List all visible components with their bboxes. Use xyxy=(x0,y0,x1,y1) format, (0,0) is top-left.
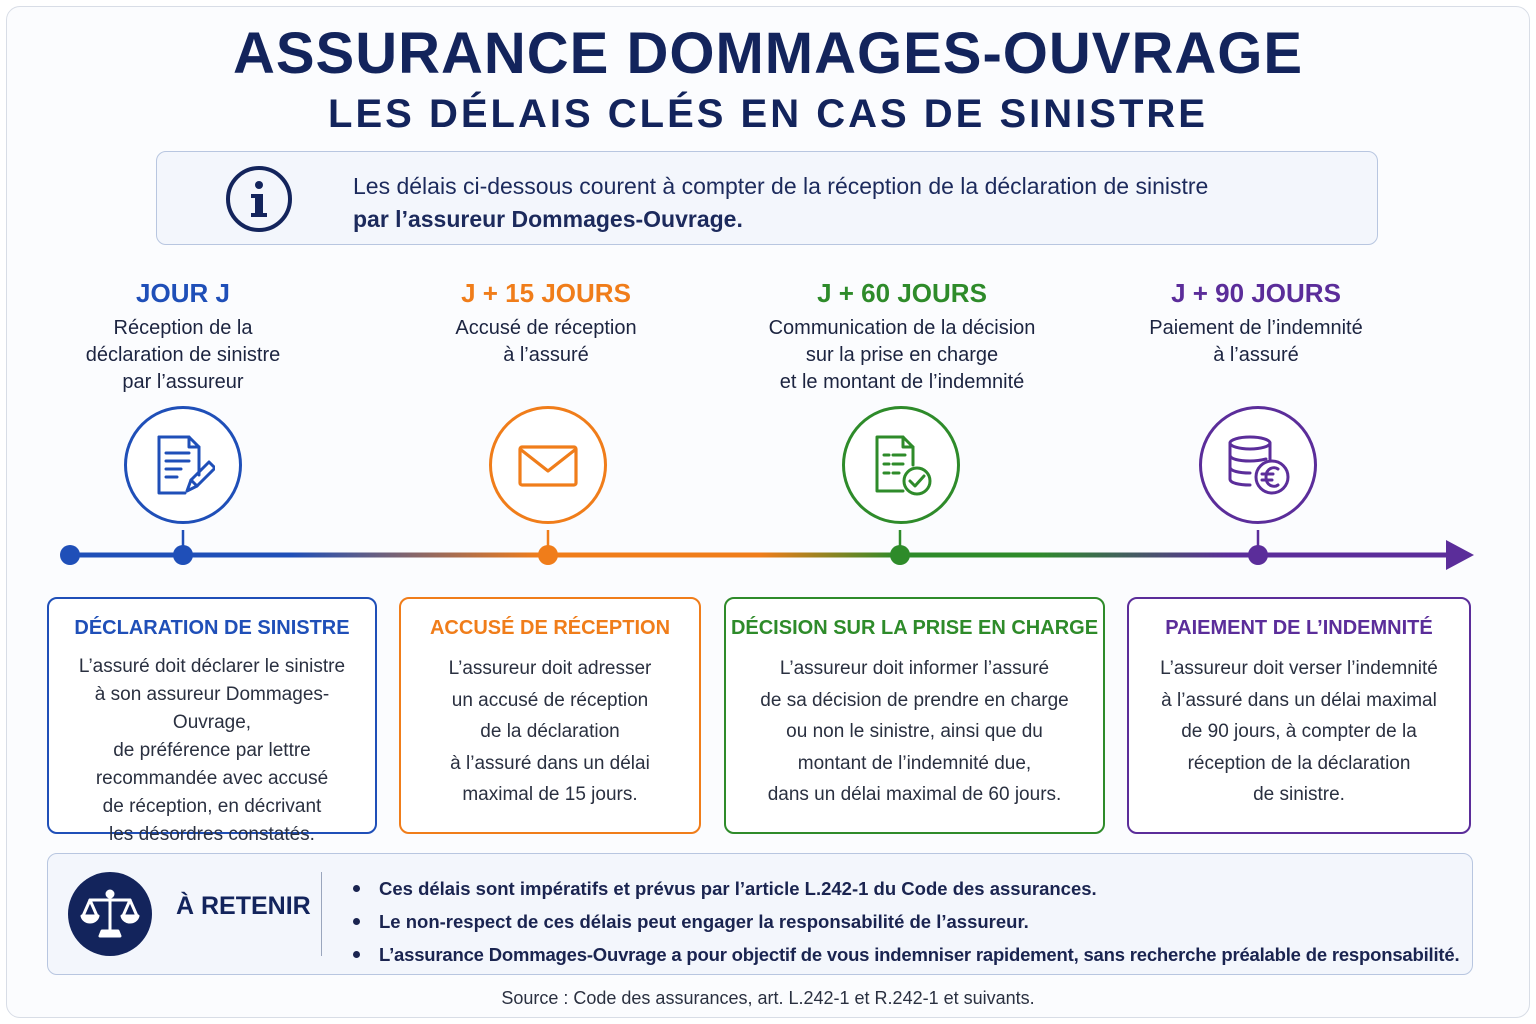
retain-box: À RETENIR Ces délais sont impératifs et … xyxy=(47,853,1473,975)
page-title: ASSURANCE DOMMAGES-OUVRAGE xyxy=(232,21,1304,86)
retain-list: Ces délais sont impératifs et prévus par… xyxy=(353,872,1460,971)
step-desc-line: et le montant de l’indemnité xyxy=(779,371,1025,393)
card-line: de sinistre. xyxy=(1253,784,1345,805)
card-line: L’assureur doit adresser xyxy=(448,658,652,679)
step-icon-circle-j90 xyxy=(1199,406,1317,524)
retain-divider xyxy=(321,872,322,956)
step-label-jour-j: JOUR J xyxy=(136,278,230,308)
step-description-j60: Communication de la décision sur la pris… xyxy=(742,315,1062,396)
info-line-2: par l’assureur Dommages-Ouvrage. xyxy=(353,206,743,232)
card-text: L’assureur doit informer l’assuré de sa … xyxy=(734,653,1095,811)
card-line: un accusé de réception xyxy=(451,689,649,711)
document-check-icon xyxy=(875,435,932,496)
step-desc-line: à l’assuré xyxy=(1213,344,1299,366)
card-line: les désordres constatés. xyxy=(109,824,315,845)
card-line: de 90 jours, à compter de la xyxy=(1181,721,1417,742)
step-description-j90: Paiement de l’indemnité à l’assuré xyxy=(1096,315,1416,369)
card-title: ACCUSÉ DE RÉCEPTION xyxy=(429,617,671,639)
card-line: de réception, en décrivant xyxy=(102,796,322,817)
card-line: à son assureur Dommages-Ouvrage, xyxy=(94,684,330,733)
card-line: réception de la déclaration xyxy=(1187,752,1411,774)
card-line: ou non le sinistre, ainsi que du xyxy=(786,721,1043,742)
card-line: L’assuré doit déclarer le sinistre xyxy=(78,656,346,677)
card-text: L’assuré doit déclarer le sinistre à son… xyxy=(57,653,367,849)
retain-label: À RETENIR xyxy=(176,892,311,920)
card-title: DÉCISION SUR LA PRISE EN CHARGE xyxy=(730,617,1099,639)
step-icon-circle-jour-j xyxy=(124,406,242,524)
info-line-1: Les délais ci-dessous courent à compter … xyxy=(353,173,1209,199)
timeline-marker-j90 xyxy=(1248,545,1268,565)
source-footer: Source : Code des assurances, art. L.242… xyxy=(501,988,1035,1008)
card-decision: DÉCISION SUR LA PRISE EN CHARGE L’assure… xyxy=(724,597,1105,834)
card-line: de sa décision de prendre en charge xyxy=(760,689,1069,711)
coins-euro-icon xyxy=(1228,435,1290,495)
card-title: DÉCLARATION DE SINISTRE xyxy=(74,617,350,639)
step-desc-line: déclaration de sinistre xyxy=(85,344,281,366)
document-edit-icon xyxy=(157,435,215,495)
retain-item: Le non-respect de ces délais peut engage… xyxy=(353,905,1459,938)
info-banner: Les délais ci-dessous courent à compter … xyxy=(156,151,1378,245)
timeline-start-dot xyxy=(60,545,80,565)
step-label-j90: J + 90 JOURS xyxy=(1171,278,1341,308)
info-text: Les délais ci-dessous courent à compter … xyxy=(353,170,1353,236)
card-line: recommandée avec accusé xyxy=(95,768,329,789)
timeline-marker-j15 xyxy=(538,545,558,565)
card-line: de la déclaration xyxy=(480,721,620,742)
step-desc-line: Accusé de réception xyxy=(455,317,637,339)
card-accuse-reception: ACCUSÉ DE RÉCEPTION L’assureur doit adre… xyxy=(399,597,701,834)
card-line: L’assureur doit informer l’assuré xyxy=(779,658,1050,679)
card-line: de préférence par lettre xyxy=(113,740,311,761)
timeline-arrow-head xyxy=(1446,540,1474,570)
retain-item: Ces délais sont impératifs et prévus par… xyxy=(353,872,1459,905)
step-description-j15: Accusé de réception à l’assuré xyxy=(386,315,706,369)
timeline xyxy=(60,530,1474,570)
retain-item: L’assurance Dommages-Ouvrage a pour obje… xyxy=(353,938,1460,971)
card-line: à l’assuré dans un délai maximal xyxy=(1161,689,1437,711)
retain-icon-badge xyxy=(68,872,152,956)
card-line: dans un délai maximal de 60 jours. xyxy=(767,784,1062,805)
step-icon-circle-j60 xyxy=(842,406,960,524)
step-desc-line: Réception de la xyxy=(113,317,253,339)
envelope-icon xyxy=(518,445,578,487)
step-label-j60: J + 60 JOURS xyxy=(817,278,987,308)
card-text: L’assureur doit verser l’indemnité à l’a… xyxy=(1137,653,1461,811)
timeline-marker-j60 xyxy=(890,545,910,565)
step-desc-line: par l’assureur xyxy=(122,371,244,393)
step-desc-line: Communication de la décision xyxy=(768,317,1036,339)
card-line: montant de l’indemnité due, xyxy=(797,752,1032,774)
step-desc-line: Paiement de l’indemnité xyxy=(1149,317,1363,339)
card-line: L’assureur doit verser l’indemnité xyxy=(1160,658,1438,679)
page-subtitle: LES DÉLAIS CLÉS EN CAS DE SINISTRE xyxy=(328,92,1208,136)
step-description-jour-j: Réception de la déclaration de sinistre … xyxy=(23,315,343,396)
scales-of-justice-icon xyxy=(80,889,140,938)
card-line: à l’assuré dans un délai xyxy=(450,752,650,774)
card-declaration: DÉCLARATION DE SINISTRE L’assuré doit dé… xyxy=(47,597,377,845)
step-label-j15: J + 15 JOURS xyxy=(461,278,631,308)
step-desc-line: à l’assuré xyxy=(503,344,589,366)
card-paiement: PAIEMENT DE L’INDEMNITÉ L’assureur doit … xyxy=(1127,597,1471,834)
timeline-marker-jour-j xyxy=(173,545,193,565)
step-icon-circle-j15 xyxy=(489,406,607,524)
card-title: PAIEMENT DE L’INDEMNITÉ xyxy=(1165,617,1433,639)
info-icon xyxy=(226,166,292,232)
card-line: maximal de 15 jours. xyxy=(462,784,638,805)
step-desc-line: sur la prise en charge xyxy=(805,344,999,366)
card-text: L’assureur doit adresser un accusé de ré… xyxy=(409,653,691,811)
